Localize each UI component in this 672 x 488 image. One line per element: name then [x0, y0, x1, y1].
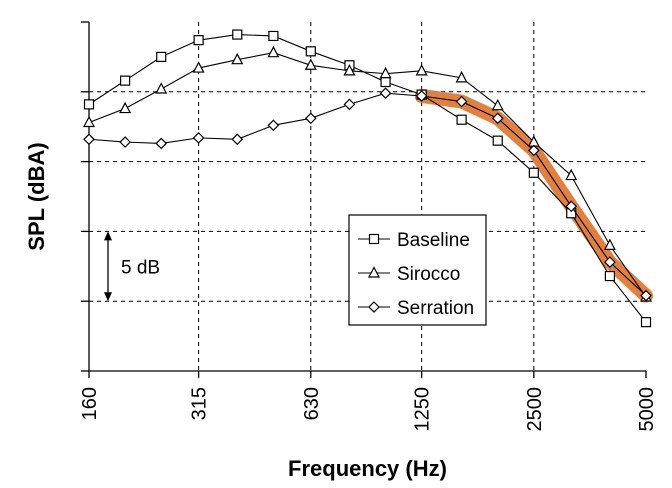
data-point-diamond	[455, 95, 468, 108]
series-sirocco	[83, 45, 652, 302]
data-point-square	[528, 167, 539, 178]
data-point-diamond	[640, 289, 652, 302]
series-line	[88, 34, 647, 323]
x-tick-label: 1250	[412, 387, 434, 432]
x-tick-label: 2500	[524, 387, 546, 432]
data-point-triangle	[343, 64, 356, 76]
data-point-triangle	[83, 115, 95, 128]
y-axis-title: SPL (dBA)	[24, 142, 49, 250]
data-point-triangle	[304, 58, 317, 70]
series-layer	[83, 29, 652, 328]
data-point-triangle	[119, 101, 132, 114]
axes: 160 315 630 1250 2500 5000	[79, 21, 658, 432]
series-serration	[83, 87, 652, 302]
data-point-diamond	[368, 301, 380, 313]
scale-arrow-head-top	[104, 231, 112, 241]
data-point-triangle	[603, 238, 616, 250]
data-point-square	[604, 270, 615, 282]
data-point-diamond	[379, 87, 392, 100]
data-point-diamond	[565, 200, 578, 213]
data-point-square	[193, 35, 204, 46]
data-point-diamond	[343, 98, 356, 111]
data-point-square	[120, 75, 131, 86]
data-point-diamond	[83, 133, 95, 146]
data-point-triangle	[565, 168, 578, 181]
data-point-square	[268, 30, 279, 42]
data-point-diamond	[155, 137, 168, 150]
data-point-triangle	[155, 82, 168, 94]
scale-annotation-label: 5 dB	[121, 257, 160, 278]
data-point-square	[368, 233, 380, 245]
x-axis-title: Frequency (Hz)	[288, 456, 447, 481]
data-point-triangle	[192, 61, 205, 73]
data-point-triangle	[491, 98, 504, 111]
data-point-diamond	[527, 144, 540, 157]
data-point-diamond	[604, 256, 616, 268]
data-point-triangle	[455, 71, 468, 83]
x-tick-label: 315	[189, 387, 211, 420]
data-point-square	[640, 317, 652, 328]
data-point-diamond	[192, 132, 205, 144]
data-point-square	[305, 46, 316, 57]
legend-label: Baseline	[397, 230, 470, 251]
x-tick-label: 5000	[636, 387, 658, 432]
data-point-square	[492, 135, 503, 146]
scale-arrow-head-bottom	[104, 292, 112, 302]
x-tick-label: 630	[301, 387, 323, 420]
x-tick-label: 160	[79, 387, 101, 420]
data-point-square	[232, 29, 243, 40]
data-point-triangle	[415, 64, 428, 76]
data-point-triangle	[267, 45, 280, 58]
legend-label: Sirocco	[397, 264, 460, 285]
data-point-triangle	[231, 52, 244, 65]
legend-label: Serration	[397, 298, 474, 319]
data-point-diamond	[119, 136, 131, 148]
data-point-diamond	[304, 112, 317, 125]
data-point-diamond	[491, 112, 504, 125]
series-line	[88, 92, 647, 297]
series-line	[88, 52, 647, 298]
data-point-square	[156, 51, 167, 63]
data-point-square	[83, 99, 95, 110]
data-point-square	[456, 114, 467, 125]
data-point-diamond	[267, 119, 280, 132]
legend: Baseline Sirocco Serration	[348, 214, 487, 326]
data-point-diamond	[415, 90, 428, 102]
annotation: 5 dB	[104, 231, 160, 302]
data-point-triangle	[379, 66, 392, 79]
data-point-square	[380, 76, 391, 88]
data-point-triangle	[368, 266, 380, 278]
data-point-diamond	[231, 133, 244, 146]
